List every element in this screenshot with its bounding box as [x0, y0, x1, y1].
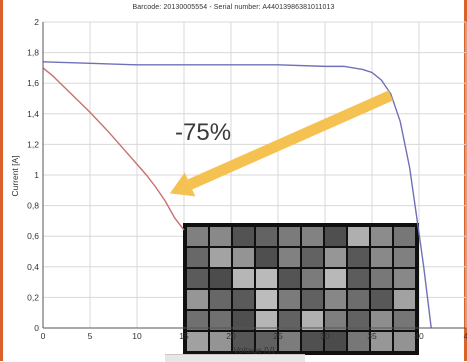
axes — [42, 22, 466, 329]
y-tick-label: 0,6 — [27, 231, 39, 241]
cell-tile — [210, 248, 231, 267]
y-tick-label: 1,6 — [27, 78, 39, 88]
cell-tile — [233, 290, 254, 309]
x-tick-label: 4 — [464, 331, 467, 341]
cell-tile — [348, 269, 369, 288]
cell-tile — [348, 248, 369, 267]
x-tick-label: 15 — [179, 331, 189, 341]
cell-tile — [371, 269, 392, 288]
y-axis-label: Current [A] — [10, 155, 20, 196]
cell-tile — [187, 311, 208, 330]
cell-tile — [302, 248, 323, 267]
cell-tile — [302, 311, 323, 330]
cell-tile — [256, 332, 277, 351]
x-tick-label: 20 — [226, 331, 236, 341]
cell-tile — [325, 248, 346, 267]
cell-tile — [279, 227, 300, 246]
y-tick-label: 2 — [34, 17, 39, 27]
cell-tile — [348, 311, 369, 330]
annotation-text: -75% — [175, 119, 231, 146]
x-tick-label: 0 — [41, 331, 46, 341]
cell-tile — [187, 227, 208, 246]
y-tick-label: 0 — [34, 323, 39, 333]
cell-tile — [371, 332, 392, 351]
cell-tile — [371, 290, 392, 309]
cell-tile — [233, 311, 254, 330]
cell-tile — [256, 269, 277, 288]
cell-tile — [233, 269, 254, 288]
y-tick-label: 0,8 — [27, 201, 39, 211]
y-tick-label: 1,4 — [27, 109, 39, 119]
tick-labels: 0 5 10 15 20 25 30 35 40 400,20,40,60,811,21,41,6… — [27, 17, 467, 341]
cell-tile — [187, 248, 208, 267]
series-lines — [42, 61, 432, 329]
cell-tile — [233, 332, 254, 351]
y-tick-label: 1 — [34, 170, 39, 180]
y-tick-label: 0,4 — [27, 262, 39, 272]
cell-tile — [256, 227, 277, 246]
cell-tile — [210, 311, 231, 330]
cell-tile — [187, 269, 208, 288]
arrow-shaft — [187, 90, 394, 190]
cell-tile — [371, 227, 392, 246]
cell-tile — [394, 248, 415, 267]
cell-tile — [187, 290, 208, 309]
cell-tile — [279, 248, 300, 267]
annotation-arrow — [169, 90, 394, 197]
cell-tile — [325, 290, 346, 309]
y-tick-label: 1,8 — [27, 48, 39, 58]
cell-tile — [256, 248, 277, 267]
cell-tile — [256, 290, 277, 309]
x-tick-label: 30 — [320, 331, 330, 341]
cell-tile — [187, 332, 208, 351]
cell-tile — [256, 311, 277, 330]
cell-tile — [325, 269, 346, 288]
cell-tile — [325, 227, 346, 246]
cell-tile — [325, 332, 346, 351]
cell-tile — [394, 269, 415, 288]
cell-tile — [210, 332, 231, 351]
cell-tile — [210, 269, 231, 288]
cell-tile — [279, 311, 300, 330]
cell-tile — [325, 311, 346, 330]
cell-tile — [302, 269, 323, 288]
x-axis-label: Voltage [V] — [233, 345, 274, 355]
x-tick-label: 5 — [88, 331, 93, 341]
cell-tile — [302, 290, 323, 309]
cell-tile — [233, 227, 254, 246]
cell-tile — [302, 332, 323, 351]
bottom-scroll-strip — [165, 354, 305, 362]
cell-tile — [279, 332, 300, 351]
x-tick-label: 35 — [367, 331, 377, 341]
cell-tile — [302, 227, 323, 246]
y-tick-label: 1,2 — [27, 139, 39, 149]
cell-tile — [394, 311, 415, 330]
cell-tile — [279, 269, 300, 288]
x-tick-label: 10 — [132, 331, 142, 341]
cell-tile — [348, 332, 369, 351]
cell-tile — [394, 227, 415, 246]
cell-tile — [348, 227, 369, 246]
x-tick-label: 25 — [273, 331, 283, 341]
series-line-2 — [42, 67, 185, 231]
cell-tile — [348, 290, 369, 309]
solar-cell-electroluminescence-image — [183, 223, 419, 355]
y-tick-label: 0,2 — [27, 292, 39, 302]
left-frame-border — [0, 0, 3, 361]
cell-tile — [210, 290, 231, 309]
cell-tile — [394, 332, 415, 351]
cell-tile — [233, 248, 254, 267]
cell-tile — [210, 227, 231, 246]
chart-subtitle: Barcode: 20130005554 - Serial number: A4… — [132, 4, 335, 11]
cell-tile — [394, 290, 415, 309]
cell-tile — [371, 311, 392, 330]
arrow-head — [169, 172, 196, 197]
x-tick-label: 40 — [414, 331, 424, 341]
cell-tile — [371, 248, 392, 267]
cell-tile — [279, 290, 300, 309]
series-line-1 — [42, 61, 432, 329]
